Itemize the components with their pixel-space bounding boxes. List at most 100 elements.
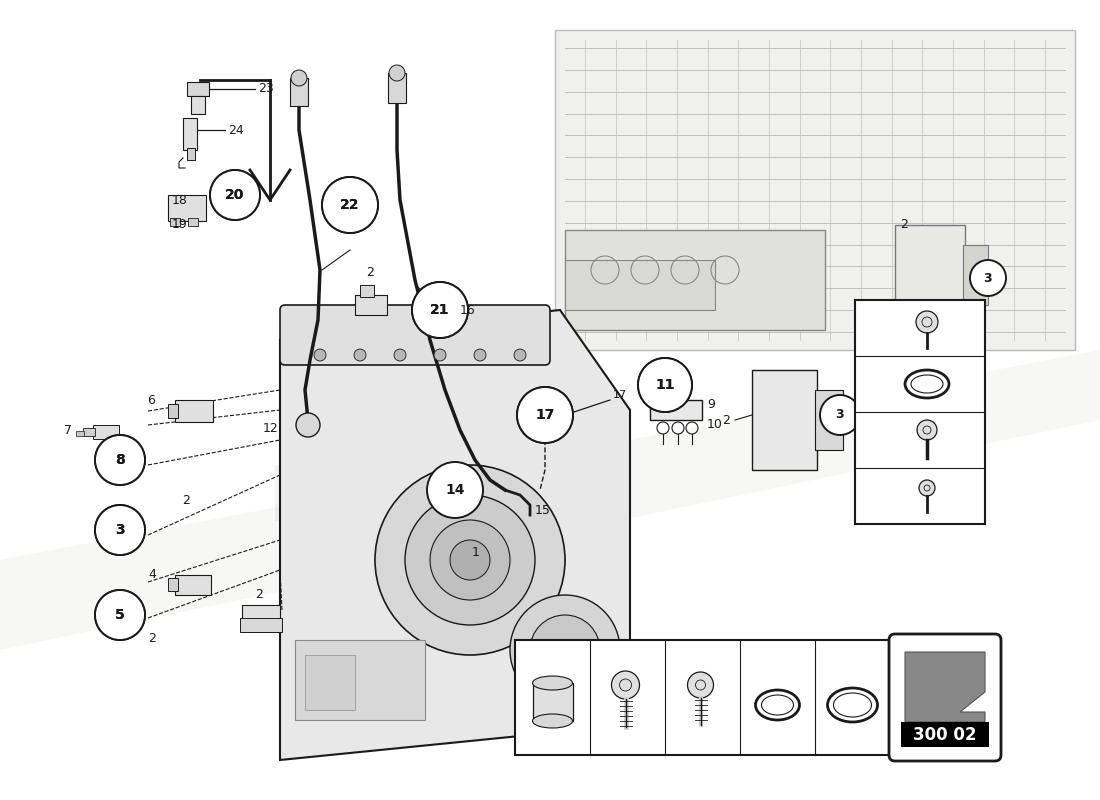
Circle shape — [322, 177, 378, 233]
Text: 5: 5 — [116, 608, 125, 622]
Text: 2: 2 — [366, 266, 374, 278]
Text: 20: 20 — [865, 321, 884, 335]
Circle shape — [916, 311, 938, 333]
Circle shape — [389, 65, 405, 81]
Text: 300 02: 300 02 — [913, 726, 977, 744]
FancyBboxPatch shape — [280, 305, 550, 365]
Bar — [168, 578, 178, 591]
Circle shape — [95, 505, 145, 555]
Bar — [532, 683, 572, 721]
Text: 11: 11 — [656, 378, 674, 392]
Text: EPC: EPC — [268, 463, 432, 537]
Circle shape — [95, 590, 145, 640]
Text: 9: 9 — [707, 398, 715, 411]
Circle shape — [394, 349, 406, 361]
Bar — [183, 118, 197, 150]
Text: 24: 24 — [228, 123, 244, 137]
Circle shape — [314, 349, 326, 361]
Circle shape — [95, 435, 145, 485]
Circle shape — [95, 505, 145, 555]
Text: 3: 3 — [865, 489, 874, 503]
Bar — [815, 390, 843, 450]
Bar — [565, 260, 715, 310]
Text: 3: 3 — [116, 523, 124, 537]
Text: 8: 8 — [116, 453, 125, 467]
Bar — [76, 431, 84, 436]
Circle shape — [95, 590, 145, 640]
Circle shape — [405, 495, 535, 625]
Bar — [515, 640, 890, 755]
Circle shape — [210, 170, 260, 220]
Circle shape — [474, 349, 486, 361]
Circle shape — [517, 387, 573, 443]
Circle shape — [322, 177, 378, 233]
Text: 19: 19 — [172, 218, 188, 231]
Circle shape — [514, 349, 526, 361]
Bar — [565, 230, 825, 330]
Bar — [188, 218, 198, 226]
Circle shape — [918, 480, 935, 496]
Text: 15: 15 — [535, 503, 551, 517]
Text: 22: 22 — [340, 198, 360, 212]
Bar — [355, 295, 387, 315]
Bar — [175, 400, 213, 422]
Bar — [305, 655, 355, 710]
Text: 10: 10 — [707, 418, 723, 431]
Bar — [388, 73, 406, 103]
Bar — [901, 722, 989, 747]
Text: 20: 20 — [226, 188, 244, 202]
Bar — [168, 195, 206, 221]
Text: 8: 8 — [865, 377, 874, 391]
Bar — [962, 245, 988, 305]
Text: 3: 3 — [116, 523, 124, 537]
Text: 11: 11 — [656, 378, 674, 392]
Text: 3: 3 — [983, 271, 992, 285]
Circle shape — [688, 672, 714, 698]
Text: 8: 8 — [116, 453, 125, 467]
Text: 6: 6 — [147, 394, 155, 406]
Circle shape — [450, 540, 490, 580]
Ellipse shape — [834, 693, 871, 717]
Circle shape — [820, 395, 860, 435]
Circle shape — [530, 615, 600, 685]
Circle shape — [517, 387, 573, 443]
Text: 4: 4 — [148, 569, 156, 582]
Text: 22: 22 — [597, 650, 615, 662]
Bar — [556, 30, 1075, 350]
Text: 16: 16 — [460, 303, 475, 317]
Circle shape — [375, 465, 565, 655]
Bar — [360, 285, 374, 297]
Bar — [895, 225, 965, 325]
Circle shape — [354, 349, 366, 361]
Text: 17: 17 — [536, 408, 554, 422]
Bar — [855, 300, 984, 524]
Polygon shape — [905, 652, 984, 722]
Text: 5: 5 — [865, 433, 874, 447]
Bar — [187, 148, 195, 160]
Text: 3: 3 — [836, 409, 845, 422]
Bar — [82, 428, 95, 436]
Text: 17: 17 — [536, 408, 554, 422]
Circle shape — [638, 358, 692, 412]
Bar — [650, 400, 702, 420]
Text: 22: 22 — [340, 198, 360, 212]
Text: 23: 23 — [258, 82, 274, 95]
Bar — [290, 78, 308, 106]
Bar — [94, 425, 119, 439]
Text: 1: 1 — [472, 546, 480, 558]
Text: 2: 2 — [182, 494, 190, 506]
Text: 5: 5 — [116, 608, 125, 622]
Text: 20: 20 — [226, 188, 244, 202]
Circle shape — [412, 282, 468, 338]
Circle shape — [970, 260, 1007, 296]
Bar — [191, 96, 205, 114]
Polygon shape — [280, 310, 630, 760]
Text: 21: 21 — [430, 303, 450, 317]
Text: 21: 21 — [672, 650, 690, 662]
Circle shape — [412, 282, 468, 338]
Ellipse shape — [532, 714, 572, 728]
Text: 18: 18 — [172, 194, 188, 206]
Polygon shape — [0, 350, 1100, 650]
Text: 7: 7 — [64, 423, 72, 437]
Circle shape — [427, 462, 483, 518]
